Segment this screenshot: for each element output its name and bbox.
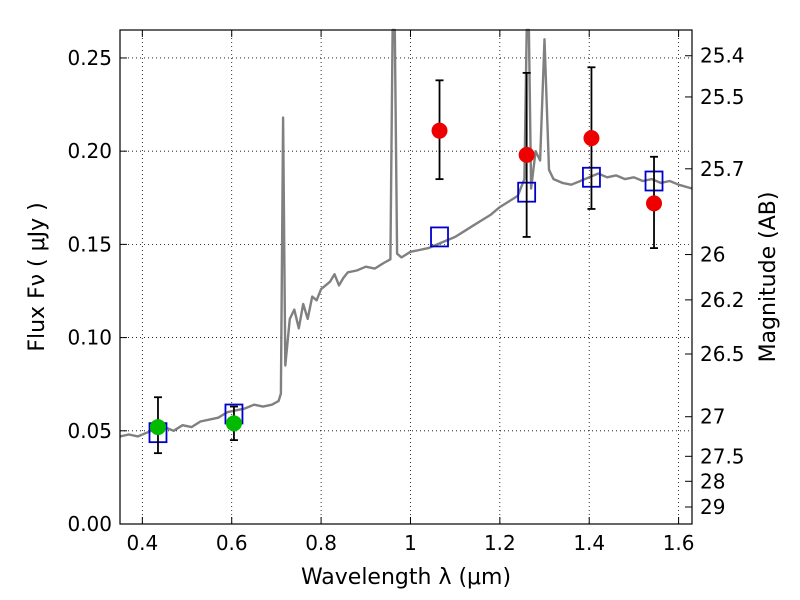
plot-frame bbox=[119, 29, 693, 525]
y-tick-label: 0.10 bbox=[67, 326, 112, 350]
right-tick-label: 26.2 bbox=[700, 288, 745, 312]
right-tick-label: 26 bbox=[700, 243, 725, 267]
right-tick-label: 25.5 bbox=[700, 85, 745, 109]
y-tick-label: 0.05 bbox=[67, 419, 112, 443]
x-tick-label: 0.8 bbox=[305, 531, 337, 555]
spectrum-line bbox=[119, 28, 693, 438]
right-tick-label: 28 bbox=[700, 469, 725, 493]
x-tick-label: 1.4 bbox=[573, 531, 605, 555]
right-tick-label: 26.5 bbox=[700, 342, 745, 366]
model-point bbox=[430, 226, 449, 248]
right-tick-label: 29 bbox=[700, 495, 725, 519]
x-tick-label: 1.6 bbox=[663, 531, 695, 555]
nir-point bbox=[583, 130, 600, 147]
nir-point bbox=[431, 122, 448, 139]
x-tick-label: 1 bbox=[404, 531, 417, 555]
optical-point bbox=[225, 415, 242, 432]
series-layer bbox=[119, 28, 693, 455]
x-tick-label: 1.2 bbox=[484, 531, 516, 555]
right-axis-label: Magnitude (AB) bbox=[756, 192, 781, 363]
y-tick-label: 0.25 bbox=[67, 46, 112, 70]
ticks-layer: 0.4 0.6 0.8 1 1.2 1.4 1.6 0.00 0.05 0.10 0.15 0.20 0… bbox=[67, 30, 745, 555]
optical-point bbox=[149, 419, 166, 436]
right-tick-label: 27.5 bbox=[700, 444, 745, 468]
y-axis-label: Flux Fν ( μJy ) bbox=[25, 202, 50, 351]
right-tick-label: 27 bbox=[700, 405, 725, 429]
x-tick-label: 0.6 bbox=[216, 531, 248, 555]
y-tick-label: 0.20 bbox=[67, 139, 112, 163]
x-tick-label: 0.4 bbox=[126, 531, 158, 555]
nir-point bbox=[518, 146, 535, 163]
right-tick-label: 25.7 bbox=[700, 157, 745, 181]
right-tick-label: 25.4 bbox=[700, 44, 745, 68]
y-tick-label: 0.15 bbox=[67, 232, 112, 256]
x-axis-label: Wavelength λ (μm) bbox=[301, 565, 511, 590]
nir-point bbox=[646, 195, 663, 212]
y-tick-label: 0.00 bbox=[67, 512, 112, 536]
